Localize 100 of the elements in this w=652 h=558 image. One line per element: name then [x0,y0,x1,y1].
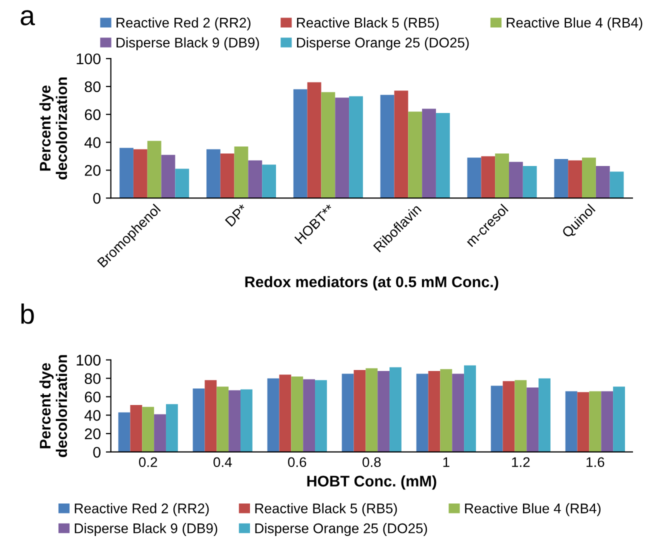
text: a [20,10,36,26]
bar [234,146,248,198]
bar [464,365,476,452]
legend-label: Disperse Orange 25 (DO25) [255,523,428,536]
bar [452,374,464,452]
y-axis-title: Percent dye decolorization [39,78,68,180]
legend-label: Disperse Black 9 (DB9) [74,523,218,536]
x-tick-label: 1 [443,457,450,467]
bar [267,378,280,452]
bar [378,370,390,452]
bar [495,153,509,198]
bar [440,369,452,452]
bar [248,160,262,198]
legend-label: Disperse Orange 25 (DO25) [297,37,469,50]
bar [508,162,523,198]
bar [216,386,229,452]
legend-label: Reactive Black 5 (RB5) [255,503,397,516]
bar [120,148,134,198]
bar [161,154,176,198]
x-tick-label: 0.6 [288,457,306,468]
bar [354,370,366,452]
legend-label: Reactive Blue 4 (RB4) [465,503,601,516]
bar [514,380,527,452]
legend-label: Reactive Red 2 (RR2) [116,17,250,30]
bar [610,172,624,198]
bar [394,90,408,198]
bar [175,168,190,198]
x-tick-label: 1.6 [586,457,604,468]
bar [554,159,568,198]
bar [481,156,496,198]
bar [416,374,428,452]
x-tick-label: 0.8 [362,457,381,468]
legend-label: Reactive Black 5 (RB5) [297,17,439,30]
bar [582,158,596,198]
y-tick-label: 60 [84,392,101,402]
bar [349,96,363,198]
y-tick-label: 40 [84,410,101,421]
y-tick-label: 0 [93,192,101,204]
bar [366,368,378,452]
bar [568,160,582,198]
bar [490,386,503,452]
bar [279,374,292,452]
bar [526,388,539,452]
y-tick-label: 100 [76,354,101,366]
bar [206,149,220,198]
legend-label: Reactive Red 2 (RR2) [74,503,209,516]
y-tick-label: 40 [84,137,101,148]
bar [291,376,304,452]
bar [130,405,142,452]
bar [315,380,327,452]
bar [142,406,154,452]
bar [390,367,402,452]
bar [293,89,308,198]
y-tick-label: 60 [84,109,101,120]
x-tick-label: 0.4 [214,457,232,468]
bar [147,140,162,198]
bar [601,391,614,452]
bar [613,386,625,452]
legend-label: Reactive Blue 4 (RB4) [506,17,642,30]
x-tick-label: 1.2 [512,457,530,467]
bar [303,379,316,452]
x-axis-title: HOBT Conc. (mM) [307,475,436,490]
bar [565,391,578,452]
bar [408,112,422,198]
legend-label: Disperse Black 9 (DB9) [116,37,259,50]
bar [228,390,240,452]
y-tick-label: 100 [76,53,101,64]
bar [380,94,394,198]
bar [589,391,602,452]
bar [342,374,354,452]
bar [166,404,178,452]
bar [422,108,436,198]
bar [262,164,276,198]
bar [118,412,130,452]
bar [240,389,252,452]
bar [192,388,205,452]
bar [596,166,610,198]
bar [467,158,482,198]
x-tick-label: DP* [224,203,248,227]
bar [436,112,450,198]
bar [220,153,234,198]
y-tick-label: 20 [84,165,101,176]
y-tick-label: 20 [84,428,101,440]
bar [577,392,590,452]
bar [204,380,217,452]
bar [538,378,550,452]
x-axis-title: Redox mediators (at 0.5 mM Conc.) [245,276,498,290]
y-tick-label: 80 [84,81,101,92]
bar [335,98,350,198]
bar [154,414,166,452]
x-tick-label: 0.2 [138,457,158,468]
bar [321,92,336,198]
bar [522,166,537,198]
text: b [21,304,34,324]
bar [133,149,148,198]
bar [502,381,515,452]
bar [307,82,322,198]
bar [428,370,440,452]
y-axis-title: Percent dye decolorization [39,355,68,458]
y-tick-label: 0 [93,446,101,458]
